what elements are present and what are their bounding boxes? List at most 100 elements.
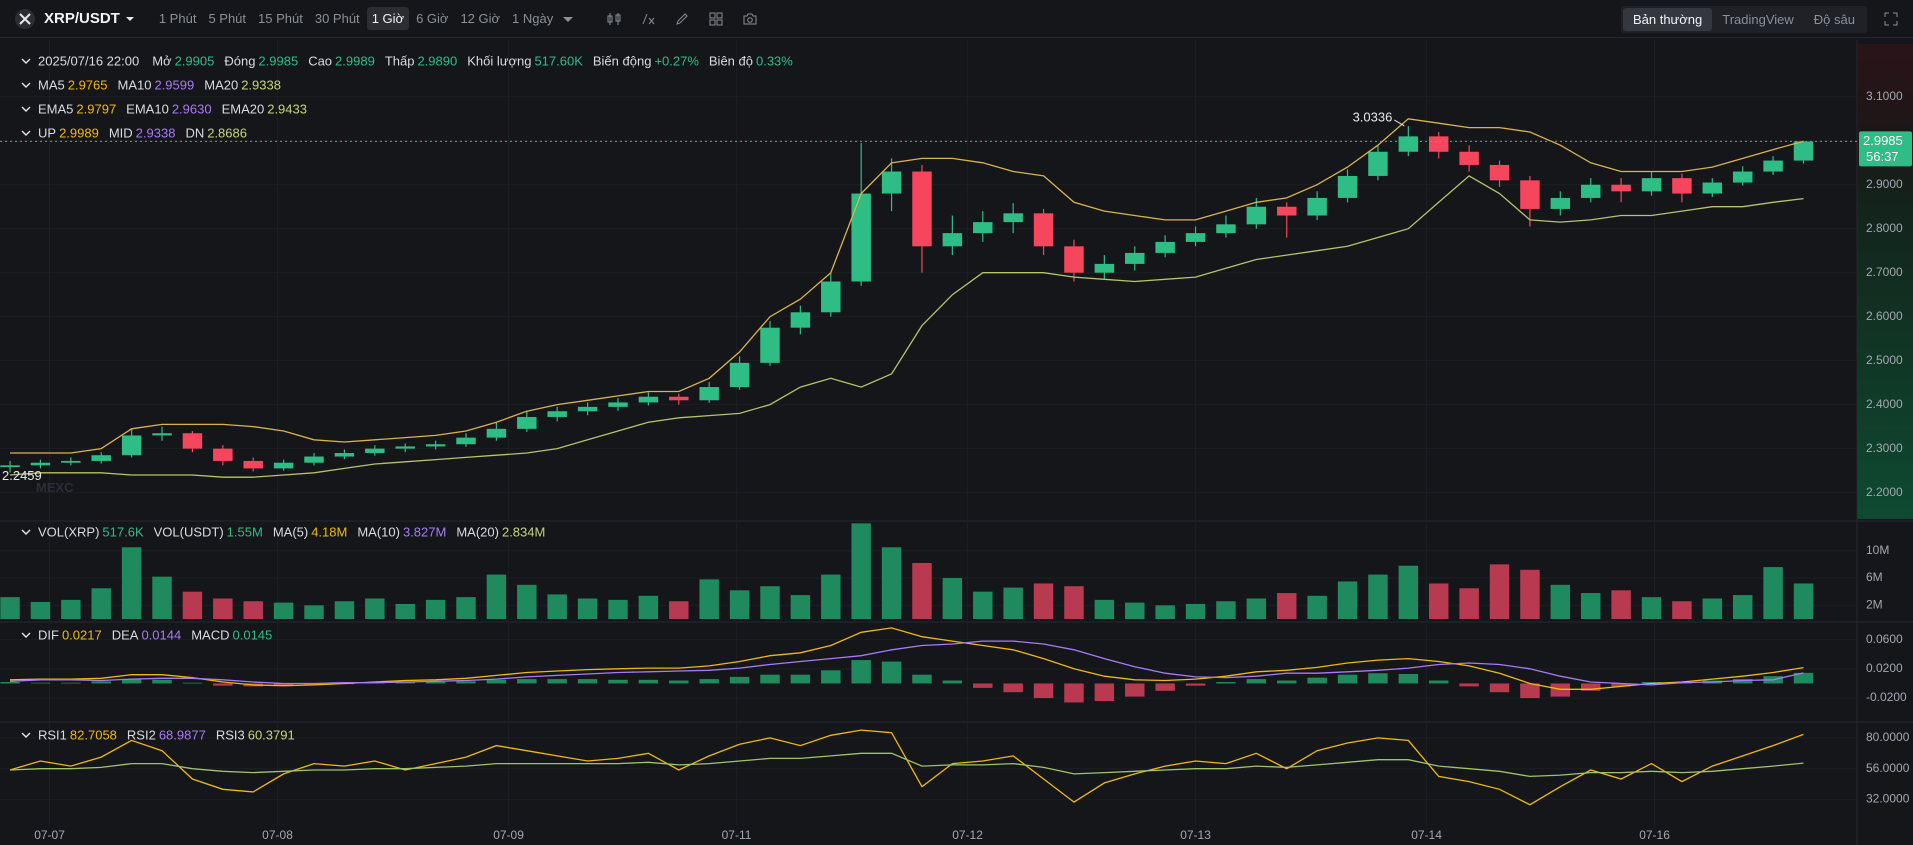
layout-icon[interactable] (708, 11, 724, 27)
macd-bar (1064, 683, 1084, 703)
candle-body (1337, 175, 1358, 198)
formula-icon[interactable] (640, 11, 656, 27)
price-tag-value: 2.9985 (1863, 133, 1903, 148)
symbol[interactable]: XRP/USDT (44, 10, 120, 27)
legend-label: MA20 (204, 77, 238, 92)
volume-bar (334, 601, 355, 619)
interval[interactable]: 12 Giờ (460, 11, 501, 26)
macd-bar (1520, 683, 1540, 699)
candle-body (1155, 241, 1175, 253)
symbol-caret[interactable] (120, 12, 140, 26)
volume-bar (699, 579, 719, 619)
volume-bar (1732, 595, 1753, 619)
legend-label: Biên độ (709, 53, 753, 68)
y-tick-label: 3.1000 (1866, 89, 1903, 103)
macd-bar (1277, 680, 1297, 684)
interval[interactable]: 15 Phút (258, 11, 303, 26)
candle-body (1398, 136, 1419, 152)
volume-bar (0, 597, 20, 619)
band-line (10, 118, 1804, 454)
interval[interactable]: 1 Phút (158, 11, 197, 26)
interval-caret[interactable] (560, 12, 576, 26)
candle-body (638, 396, 659, 403)
interval[interactable]: 5 Phút (208, 11, 247, 26)
x-tick-label: 07-14 (1411, 828, 1442, 842)
volume-bar (456, 597, 476, 619)
candle-body (91, 455, 111, 461)
volume-bar (1216, 601, 1236, 619)
legend-value: 3.827M (403, 524, 446, 539)
legend-value: 0.0217 (62, 627, 102, 642)
volume-bar (304, 605, 324, 619)
interval[interactable]: 30 Phút (314, 11, 360, 26)
logo-icon[interactable] (14, 8, 36, 30)
candle-body (1033, 213, 1054, 247)
interval[interactable]: 6 Giờ (416, 11, 449, 26)
volume-bar (1125, 602, 1145, 619)
interval[interactable]: 1 Ngày (512, 11, 554, 26)
candle-body (1064, 246, 1084, 273)
candle-body (1641, 178, 1662, 192)
candle-body (577, 406, 598, 412)
legend-chevron (21, 58, 31, 64)
draw-icon[interactable] (674, 11, 690, 27)
volume-bar (1307, 595, 1327, 619)
macd-bar (973, 683, 993, 688)
volume-bar (243, 601, 263, 619)
price-tag (1859, 131, 1912, 167)
candle-body (1094, 263, 1115, 273)
macd-bar (577, 679, 598, 684)
view-tab[interactable]: Độ sâu (1813, 12, 1855, 27)
volume-bar (790, 595, 811, 619)
legend-label: Cao (308, 53, 332, 68)
candle-body (243, 460, 263, 469)
indicator-icon[interactable] (606, 11, 622, 27)
interval[interactable]: 1 Giờ (366, 7, 410, 30)
macd-bar (395, 682, 415, 684)
candle-body (1459, 151, 1479, 165)
volume-bar (61, 599, 81, 619)
volume-bar (1611, 590, 1631, 619)
macd-bar (1307, 677, 1327, 684)
legend-value: 2.9630 (172, 101, 212, 116)
legend-value: 82.7058 (70, 727, 117, 742)
candle-body (699, 387, 719, 401)
volume-bar (669, 601, 689, 619)
candle-body (1489, 164, 1510, 181)
watermark: MEXC (36, 480, 74, 495)
x-tick-label: 07-16 (1639, 828, 1670, 842)
volume-bar (577, 598, 598, 619)
legend-label: VOL(USDT) (154, 524, 224, 539)
volume-bar (1702, 598, 1723, 619)
legend-label: EMA20 (222, 101, 265, 116)
macd-bar (1550, 683, 1571, 697)
macd-bar (1216, 682, 1236, 684)
y-tick-label: 2.5000 (1866, 353, 1903, 367)
macd-bar (30, 682, 51, 684)
volume-bar (1033, 583, 1054, 619)
candle-body (1307, 197, 1327, 216)
view-tab[interactable]: TradingView (1722, 12, 1794, 27)
macd-bar (1155, 683, 1175, 691)
view-tab[interactable]: Bản thường (1622, 8, 1713, 31)
macd-bar (1489, 683, 1510, 693)
candle-body (365, 448, 385, 454)
camera-icon[interactable] (742, 11, 758, 27)
macd-bar (456, 681, 476, 684)
y-tick-label: 32.0000 (1866, 792, 1910, 806)
macd-bar (1246, 679, 1267, 684)
volume-bar (273, 602, 294, 619)
fullscreen-icon[interactable] (1883, 11, 1899, 27)
volume-bar (1368, 574, 1388, 619)
candle-body (881, 171, 902, 194)
high-marker: 3.0336 (1353, 109, 1393, 124)
y-tick-label: -0.0200 (1866, 690, 1907, 704)
macd-bar (1732, 679, 1753, 684)
legend-label: MA(5) (273, 524, 308, 539)
macd-bar (669, 680, 689, 684)
y-tick-label: 2.2000 (1866, 485, 1903, 499)
legend-value: 2.9797 (76, 101, 116, 116)
macd-bar (61, 682, 81, 684)
legend-value: 4.18M (311, 524, 347, 539)
candle-body (1216, 224, 1236, 234)
